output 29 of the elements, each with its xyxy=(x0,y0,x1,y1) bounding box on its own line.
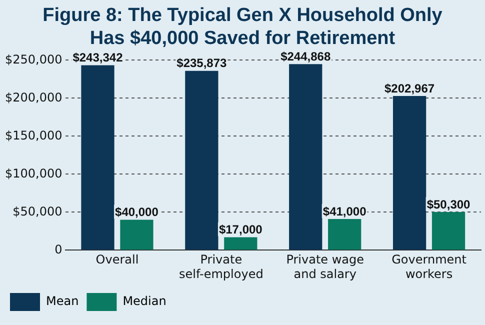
data-label: $243,342 xyxy=(72,50,124,65)
bar xyxy=(392,96,426,250)
data-label: $17,000 xyxy=(218,222,263,237)
y-tick-label: $100,000 xyxy=(4,166,62,180)
data-label: $235,873 xyxy=(176,56,228,70)
data-label: $244,868 xyxy=(280,49,331,64)
bar xyxy=(289,64,322,250)
x-tick-label: Overall xyxy=(96,252,139,267)
bar xyxy=(224,237,258,250)
data-label: $41,000 xyxy=(322,204,367,218)
bar xyxy=(81,65,114,250)
bar xyxy=(328,219,362,250)
data-label: $202,967 xyxy=(384,81,435,96)
bar xyxy=(432,212,466,250)
y-tick-label: $150,000 xyxy=(4,128,62,142)
bar xyxy=(120,220,154,250)
x-tick-label: Government workers xyxy=(392,252,467,281)
x-tick-label: Private self-employed xyxy=(178,252,264,281)
legend-label: Median xyxy=(122,294,166,308)
data-label: $50,300 xyxy=(426,197,471,212)
y-tick-label: $200,000 xyxy=(4,90,62,104)
y-tick-label: $50,000 xyxy=(12,204,62,218)
chart-title: Figure 8: The Typical Gen X Household Only Has $40,000 Saved for Retirement xyxy=(42,4,444,50)
data-label: $40,000 xyxy=(115,205,159,220)
y-tick-label: $250,000 xyxy=(4,52,62,66)
legend-label: Mean xyxy=(46,294,79,308)
x-tick-label: Private wage and salary xyxy=(286,252,364,281)
y-tick-label: 0 xyxy=(54,242,62,256)
bar xyxy=(185,70,218,250)
